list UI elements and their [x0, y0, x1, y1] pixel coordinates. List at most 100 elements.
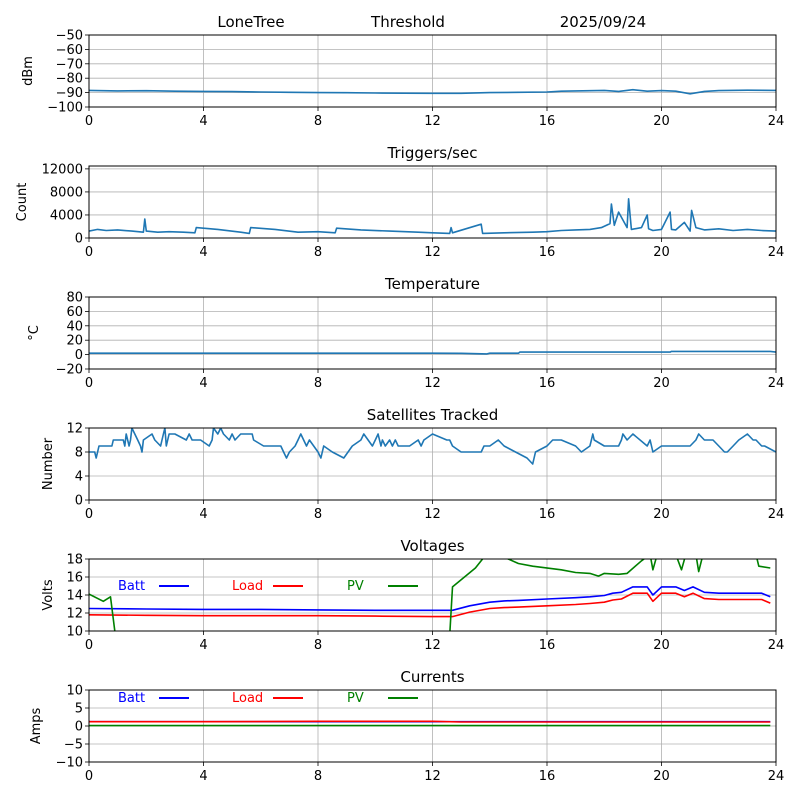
panel-title: Voltages [400, 537, 464, 555]
y-axis-label: °C [27, 325, 42, 341]
x-tick-label: 8 [314, 769, 322, 784]
x-tick-label: 0 [85, 245, 93, 260]
figure-header: LoneTree Threshold 2025/09/24 [217, 13, 646, 31]
y-tick-label: 4000 [50, 208, 83, 223]
x-tick-label: 16 [539, 376, 556, 391]
legend-label-load: Load [232, 579, 263, 594]
series-line-Load [89, 592, 771, 618]
series-group [89, 350, 776, 355]
y-tick-label: 10 [66, 625, 83, 640]
series-group [89, 198, 776, 235]
panel-title: Temperature [384, 275, 480, 293]
x-tick-label: 12 [424, 245, 441, 260]
y-tick-label: 18 [66, 553, 83, 568]
x-tick-label: 0 [85, 507, 93, 522]
series-group [89, 428, 776, 465]
series-group [89, 559, 771, 631]
x-tick-label: 16 [539, 638, 556, 653]
mode-title: Threshold [370, 13, 445, 31]
x-tick-label: 16 [539, 507, 556, 522]
y-tick-label: 8 [75, 446, 83, 461]
y-tick-label: 4 [75, 470, 83, 485]
x-tick-label: 24 [768, 638, 785, 653]
y-tick-label: −100 [47, 101, 83, 116]
x-tick-label: 16 [539, 245, 556, 260]
x-tick-label: 12 [424, 769, 441, 784]
panel-voltages: 0 4 8 12 16 20 24 10 12 14 16 18 Volts Voltages Batt Lo… [41, 537, 784, 653]
x-tick-label: 24 [768, 245, 785, 260]
panel-triggers: 0 4 8 12 16 20 24 0 4000 8000 12000 Count Triggers/s… [15, 144, 784, 260]
x-tick-label: 24 [768, 376, 785, 391]
legend-label-batt: Batt [118, 579, 145, 594]
x-tick-label: 8 [314, 245, 322, 260]
y-tick-label: 16 [66, 571, 83, 586]
x-tick-label: 16 [539, 114, 556, 129]
date-title: 2025/09/24 [560, 13, 646, 31]
y-tick-label: 10 [66, 684, 83, 699]
panel-signal: 0 4 8 12 16 20 24 −50−60−70−80−90−100 dBm [21, 29, 784, 130]
series-line-PV [89, 559, 771, 631]
y-tick-label: 0 [75, 348, 83, 363]
y-axis-label: Amps [29, 707, 44, 744]
x-tick-label: 12 [424, 638, 441, 653]
y-axis-label: Count [15, 183, 30, 222]
x-tick-label: 8 [314, 507, 322, 522]
series-line-signal [89, 88, 776, 95]
x-tick-label: 0 [85, 638, 93, 653]
series-line-Batt [89, 586, 771, 612]
panel-satellites: 0 4 8 12 16 20 24 0 4 8 12 Number Satellites Tracked [41, 406, 784, 522]
x-tick-label: 12 [424, 114, 441, 129]
y-tick-label: 80 [66, 291, 83, 306]
x-tick-label: 16 [539, 769, 556, 784]
x-tick-label: 20 [653, 114, 670, 129]
series-line-temperature [89, 350, 776, 355]
legend-label-pv: PV [347, 691, 364, 706]
series-line-Load [89, 720, 771, 723]
x-tick-label: 24 [768, 507, 785, 522]
x-tick-label: 8 [314, 638, 322, 653]
y-tick-label: −5 [64, 738, 83, 753]
x-tick-label: 4 [199, 114, 207, 129]
grid [88, 558, 777, 632]
station-title: LoneTree [217, 13, 284, 31]
series-group [89, 88, 776, 95]
x-tick-label: 20 [653, 245, 670, 260]
x-tick-label: 4 [199, 638, 207, 653]
y-axis-label: dBm [21, 56, 36, 86]
x-tick-label: 0 [85, 769, 93, 784]
y-tick-label: 5 [75, 702, 83, 717]
panel-title: Satellites Tracked [367, 406, 498, 424]
panel-title: Triggers/sec [387, 144, 478, 162]
x-tick-label: 24 [768, 114, 785, 129]
x-tick-label: 0 [85, 114, 93, 129]
y-tick-label: −80 [56, 72, 83, 87]
legend-label-pv: PV [347, 579, 364, 594]
x-tick-label: 24 [768, 769, 785, 784]
y-tick-label: −50 [56, 29, 83, 44]
x-tick-label: 4 [199, 245, 207, 260]
legend-label-batt: Batt [118, 691, 145, 706]
legend-label-load: Load [232, 691, 263, 706]
x-tick-label: 8 [314, 376, 322, 391]
grid [88, 166, 777, 239]
series-line-satellites [89, 428, 776, 465]
y-tick-label: 12 [66, 422, 83, 437]
x-tick-label: 4 [199, 507, 207, 522]
y-tick-label: 40 [66, 319, 83, 334]
series-line-triggers [89, 198, 776, 235]
y-tick-label: 0 [75, 494, 83, 509]
y-tick-label: 12000 [42, 162, 83, 177]
panel-currents: 0 4 8 12 16 20 24 10 5 0 −5 −10 Amps Currents Batt Load… [29, 668, 784, 784]
y-tick-label: 14 [66, 589, 83, 604]
series-group [89, 720, 771, 727]
x-tick-label: 20 [653, 376, 670, 391]
grid [88, 34, 777, 108]
y-tick-label: 60 [66, 305, 83, 320]
legend: Batt Load PV [118, 691, 418, 706]
y-tick-label: −60 [56, 43, 83, 58]
x-tick-label: 20 [653, 638, 670, 653]
y-tick-label: 0 [75, 720, 83, 735]
y-tick-label: −90 [56, 86, 83, 101]
y-axis-label: Number [41, 437, 56, 490]
